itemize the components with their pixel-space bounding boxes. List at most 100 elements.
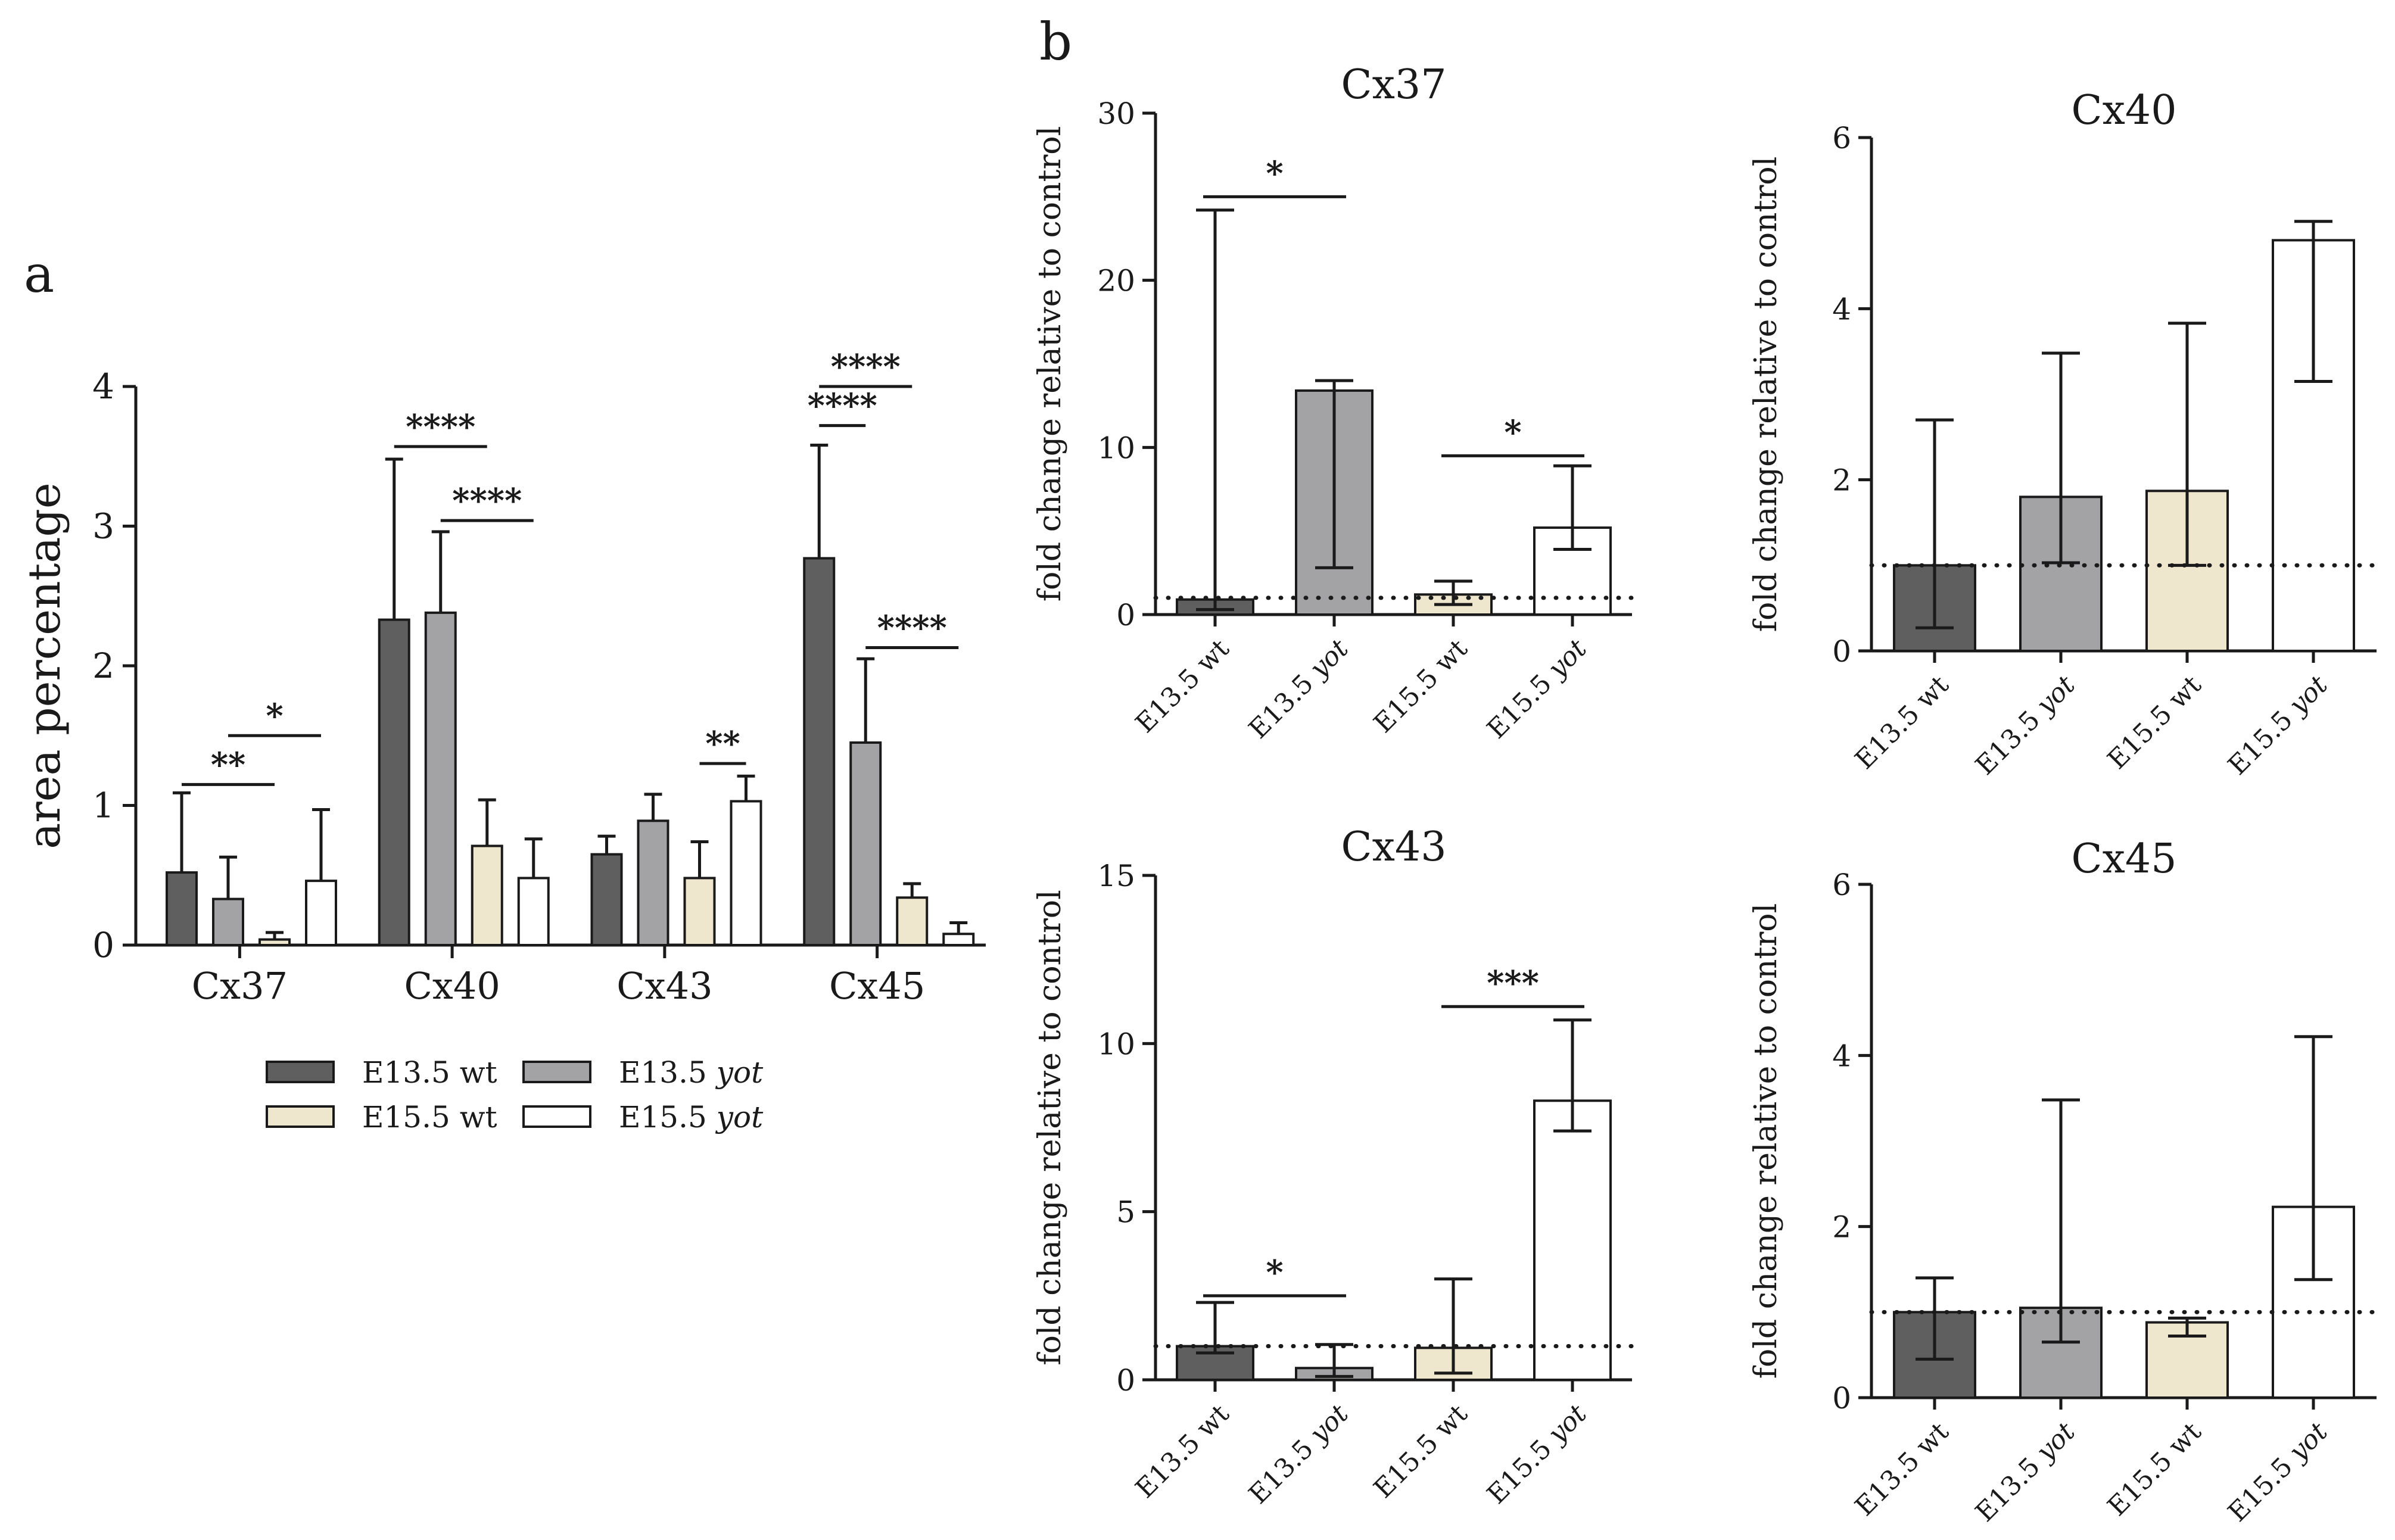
error-bar — [2294, 1035, 2332, 1282]
x-tick-label: E15.5 yot — [1481, 633, 1593, 744]
bar — [212, 897, 244, 946]
significance-label: *** — [1487, 964, 1539, 1003]
y-axis-label: fold change relative to control — [1748, 903, 1784, 1379]
panel-label-b: b — [1039, 13, 1072, 72]
x-tick-label: E13.5 wt — [1849, 669, 1955, 775]
error-bar — [2294, 220, 2332, 383]
error-bar — [1916, 418, 1954, 629]
y-tick-label: 0 — [1832, 1381, 1851, 1416]
legend-swatch — [522, 1061, 591, 1083]
chart-cx40-fold-change: Cx40 0 2 4 6 fold change relative to control E… — [1748, 87, 2384, 781]
error-bar — [1434, 579, 1472, 606]
y-tick-label: 2 — [1832, 463, 1851, 498]
bar — [803, 557, 836, 946]
y-axis-label: fold change relative to control — [1032, 126, 1068, 602]
error-bar — [1196, 1301, 1234, 1355]
y-tick-label: 5 — [1116, 1195, 1135, 1230]
bar — [378, 618, 410, 946]
error-bar — [1434, 1277, 1472, 1375]
x-tick-label: Cx37 — [192, 964, 288, 1008]
x-tick-label: E15.5 yot — [1481, 1398, 1593, 1510]
y-axis-label: fold change relative to control — [1032, 890, 1068, 1366]
bar — [590, 853, 623, 946]
significance-label: ** — [211, 745, 246, 784]
bar — [942, 933, 975, 946]
bar — [259, 938, 291, 946]
chart-cx45-fold-change: Cx45 0 2 4 6 fold change relative to control E… — [1748, 836, 2384, 1527]
y-tick-label: 0 — [92, 925, 114, 965]
error-bar — [1315, 379, 1353, 569]
x-tick-label: E15.5 yot — [2222, 669, 2334, 781]
legend: E13.5 wt E13.5 yot E15.5 wt E15.5 yot — [266, 1055, 764, 1134]
error-bar — [1916, 1276, 1954, 1361]
y-tick-label: 3 — [92, 506, 114, 547]
y-tick-label: 10 — [1097, 1027, 1135, 1061]
chart-cx43-fold-change: Cx43 0 5 10 15 fold change relative to contro… — [1032, 824, 1639, 1510]
bar — [305, 880, 337, 947]
x-tick-label: E15.5 wt — [1368, 1398, 1474, 1504]
significance-label: * — [266, 696, 283, 735]
y-tick-label: 20 — [1097, 264, 1135, 298]
legend-label: E13.5 wt — [362, 1055, 497, 1090]
significance-label: * — [1266, 154, 1283, 193]
y-tick-label: 10 — [1097, 431, 1135, 465]
chart-cx37-fold-change: Cx37 0 10 20 30 fold change relative to contr… — [1032, 61, 1639, 744]
y-tick-label: 0 — [1116, 1363, 1135, 1398]
legend-swatch — [522, 1105, 591, 1128]
bar — [730, 800, 762, 946]
y-tick-label: 0 — [1116, 598, 1135, 632]
error-bar — [1553, 1018, 1592, 1133]
y-tick-label: 2 — [92, 646, 114, 686]
y-tick-label: 4 — [92, 366, 114, 407]
significance-label: **** — [808, 386, 877, 426]
x-tick-label: E15.5 wt — [2102, 1416, 2207, 1522]
y-tick-label: 2 — [1832, 1210, 1851, 1245]
x-tick-label: E13.5 yot — [1243, 633, 1354, 744]
bar — [637, 819, 669, 947]
y-tick-label: 0 — [1832, 634, 1851, 669]
error-bar — [1315, 1343, 1353, 1378]
error-bar — [2042, 351, 2080, 565]
x-tick-label: E15.5 wt — [1368, 633, 1474, 738]
significance-label: * — [1504, 413, 1521, 452]
bar — [1533, 1099, 1612, 1381]
panel-label-a: a — [24, 245, 54, 304]
y-axis-label: area percentage — [19, 482, 70, 849]
bar — [471, 844, 503, 946]
significance-label: **** — [831, 347, 901, 386]
bar — [896, 896, 929, 947]
x-tick-label: E13.5 yot — [1970, 669, 2081, 781]
chart-title: Cx40 — [2072, 87, 2177, 134]
significance-label: **** — [877, 609, 947, 648]
bar — [424, 611, 457, 946]
x-tick-label: Cx43 — [616, 964, 712, 1008]
x-tick-label: E13.5 yot — [1970, 1416, 2081, 1527]
x-tick-label: Cx40 — [404, 964, 500, 1008]
error-bar — [2042, 1098, 2080, 1344]
x-tick-label: E13.5 wt — [1849, 1416, 1955, 1522]
legend-label: E15.5 yot — [619, 1100, 764, 1134]
legend-label: E15.5 wt — [362, 1100, 497, 1134]
y-tick-label: 1 — [92, 785, 114, 826]
legend-swatch — [266, 1105, 335, 1128]
chart-title: Cx37 — [1341, 61, 1447, 108]
error-bar — [2168, 322, 2206, 567]
y-tick-label: 30 — [1097, 96, 1135, 131]
x-tick-label: Cx45 — [829, 964, 925, 1008]
bar — [683, 877, 716, 946]
y-axis-label: fold change relative to control — [1748, 157, 1784, 632]
chart-title: Cx45 — [2072, 836, 2177, 883]
error-bar — [1553, 464, 1592, 551]
y-tick-label: 6 — [1832, 868, 1851, 902]
x-tick-label: E13.5 wt — [1130, 1398, 1235, 1504]
significance-label: * — [1266, 1253, 1283, 1292]
y-tick-label: 15 — [1097, 859, 1135, 893]
y-tick-label: 6 — [1832, 121, 1851, 155]
x-tick-label: E15.5 wt — [2102, 669, 2207, 775]
legend-swatch — [266, 1061, 335, 1083]
significance-label: **** — [406, 407, 475, 447]
y-tick-label: 4 — [1832, 292, 1851, 326]
x-tick-label: E13.5 wt — [1130, 633, 1235, 738]
